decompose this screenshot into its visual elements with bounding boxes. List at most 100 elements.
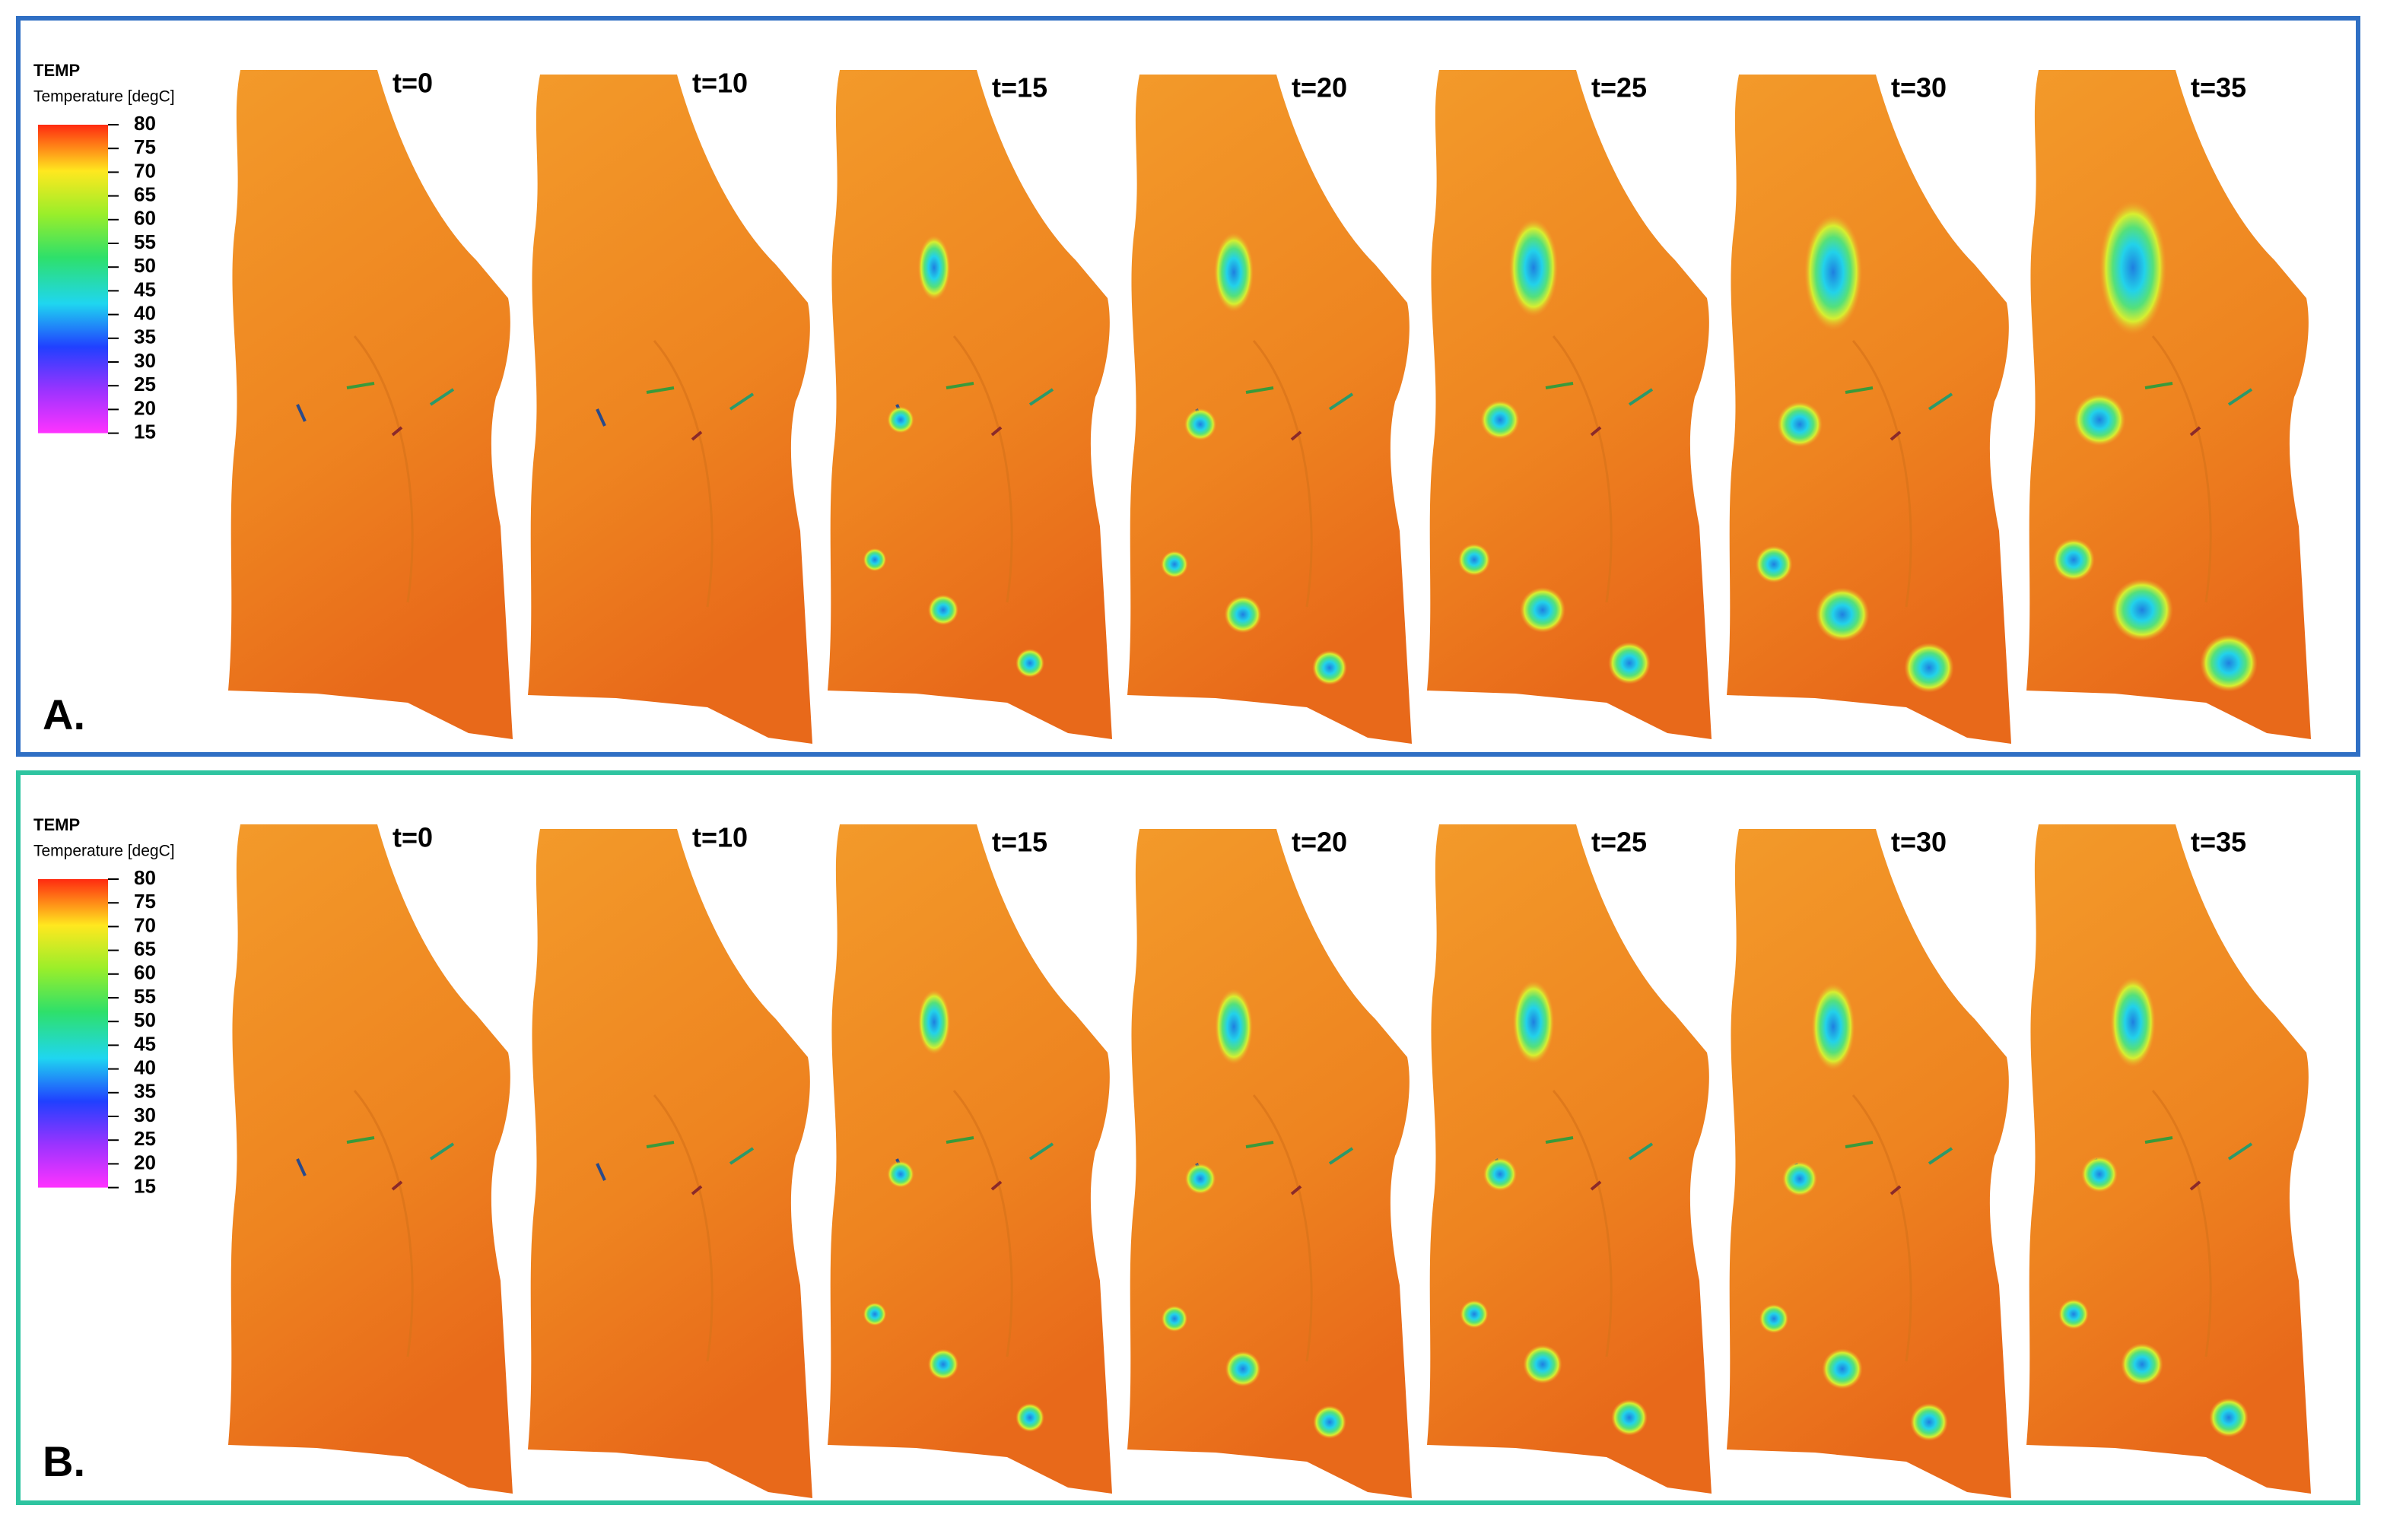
colorbar-label: 60 bbox=[134, 961, 156, 984]
well bbox=[1245, 1141, 1274, 1148]
cold-spot bbox=[1608, 642, 1651, 684]
colorbar-label: 25 bbox=[134, 1127, 156, 1150]
cold-spot bbox=[927, 1348, 959, 1380]
well bbox=[429, 388, 455, 406]
cold-spot bbox=[1312, 650, 1347, 685]
domain-surface bbox=[528, 829, 812, 1498]
snapshot bbox=[1427, 70, 1712, 739]
cold-spot bbox=[2073, 393, 2126, 446]
cold-spot bbox=[917, 989, 951, 1055]
colorbar-label: 65 bbox=[134, 183, 156, 205]
cold-spot bbox=[917, 235, 951, 300]
fault-line bbox=[653, 1094, 714, 1362]
cold-spot bbox=[1782, 1161, 1817, 1196]
cold-spot bbox=[1755, 545, 1793, 583]
cold-spot bbox=[2200, 634, 2258, 692]
colorbar-label: 15 bbox=[134, 1174, 156, 1197]
well bbox=[990, 1180, 1003, 1191]
well bbox=[946, 1136, 974, 1144]
fault-line bbox=[653, 340, 714, 608]
cold-spot bbox=[2209, 1398, 2249, 1437]
well bbox=[429, 1142, 455, 1161]
well bbox=[1590, 426, 1602, 437]
well bbox=[729, 1147, 755, 1165]
cold-spot bbox=[1460, 1300, 1489, 1329]
well bbox=[391, 426, 403, 437]
cold-spot bbox=[1480, 400, 1520, 440]
cold-spot bbox=[863, 548, 887, 572]
time-label: t=10 bbox=[692, 822, 748, 853]
cold-spot bbox=[1523, 1345, 1562, 1384]
time-label: t=20 bbox=[1292, 827, 1347, 858]
cold-spot bbox=[1512, 980, 1555, 1064]
colorbar-label: 75 bbox=[134, 135, 156, 158]
colorbar-label: 20 bbox=[134, 396, 156, 419]
well bbox=[296, 1158, 307, 1176]
well bbox=[1890, 430, 1902, 441]
cold-spot bbox=[1910, 1403, 1948, 1441]
well bbox=[1890, 1185, 1902, 1195]
well bbox=[646, 1141, 675, 1148]
panel-label: B. bbox=[43, 1437, 85, 1485]
domain-surface bbox=[1127, 75, 1412, 744]
cold-spot bbox=[1811, 983, 1855, 1071]
cold-spot bbox=[2058, 1299, 2089, 1329]
fault-line bbox=[1552, 1090, 1613, 1357]
domain-surface bbox=[2026, 70, 2311, 739]
cold-spot bbox=[2110, 976, 2156, 1068]
fault-line bbox=[1851, 1094, 1912, 1362]
domain-surface bbox=[528, 75, 812, 744]
snapshot bbox=[228, 824, 513, 1494]
fault-line bbox=[353, 335, 414, 603]
domain-surface bbox=[228, 824, 513, 1494]
colorbar-label: 45 bbox=[134, 1032, 156, 1055]
well bbox=[346, 1136, 375, 1144]
panel-label: A. bbox=[43, 691, 85, 738]
cold-spot bbox=[1483, 1157, 1518, 1192]
colorbar-label: 55 bbox=[134, 985, 156, 1008]
colorbar-label: 80 bbox=[134, 866, 156, 889]
cold-spot bbox=[2121, 1343, 2163, 1386]
panel-border bbox=[16, 770, 2360, 1505]
well bbox=[391, 1180, 403, 1191]
colorbar-label: 60 bbox=[134, 207, 156, 230]
colorbar-label: 45 bbox=[134, 278, 156, 300]
cold-spot bbox=[1520, 587, 1565, 633]
domain-surface bbox=[1427, 70, 1712, 739]
cold-spot bbox=[1016, 1403, 1044, 1432]
snapshot bbox=[2026, 824, 2311, 1494]
well bbox=[1590, 1180, 1602, 1191]
well bbox=[946, 382, 974, 389]
colorbar-label: 50 bbox=[134, 254, 156, 277]
well bbox=[596, 1163, 606, 1181]
panel-border bbox=[16, 16, 2360, 757]
domain-surface bbox=[1427, 824, 1712, 1494]
well bbox=[2227, 388, 2253, 406]
colorbar-label: 40 bbox=[134, 1056, 156, 1078]
colorbar bbox=[38, 879, 108, 1188]
cold-spot bbox=[2099, 200, 2167, 335]
snapshot bbox=[228, 70, 513, 739]
snapshot bbox=[1127, 829, 1412, 1498]
colorbar-label: 35 bbox=[134, 325, 156, 348]
well bbox=[2227, 1142, 2253, 1161]
time-label: t=25 bbox=[1591, 72, 1647, 103]
cold-spot bbox=[1815, 587, 1870, 642]
colorbar-label: 50 bbox=[134, 1008, 156, 1031]
time-label: t=35 bbox=[2191, 72, 2246, 103]
domain-surface bbox=[828, 824, 1112, 1494]
domain-surface bbox=[828, 70, 1112, 739]
well bbox=[1290, 430, 1302, 441]
time-label: t=20 bbox=[1292, 72, 1347, 103]
domain-surface bbox=[1727, 829, 2011, 1498]
colorbar-label: 30 bbox=[134, 349, 156, 372]
snapshot bbox=[828, 70, 1112, 739]
cold-spot bbox=[1225, 1351, 1261, 1387]
cold-spot bbox=[2052, 538, 2095, 581]
snapshot bbox=[1727, 829, 2011, 1498]
well bbox=[1328, 1147, 1354, 1165]
colorbar-label: 20 bbox=[134, 1151, 156, 1173]
colorbar-label: 40 bbox=[134, 301, 156, 324]
well bbox=[1028, 388, 1054, 406]
domain-surface bbox=[1127, 829, 1412, 1498]
